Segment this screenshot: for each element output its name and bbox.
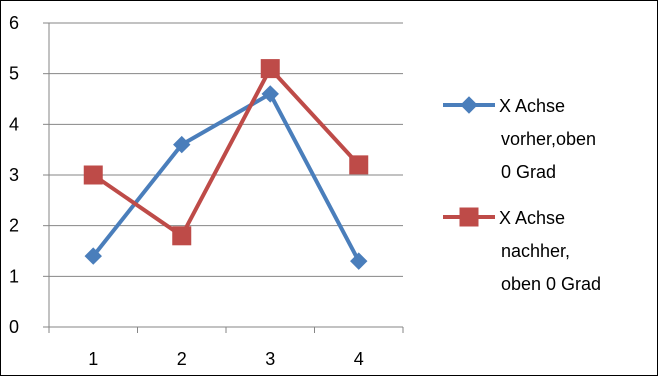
legend-label-2-line-3: oben 0 Grad xyxy=(501,274,601,294)
legend-swatch-marker-2 xyxy=(459,207,479,227)
y-tick-label-4: 4 xyxy=(9,114,19,134)
axes: 0 1 2 3 4 5 6 1 2 3 4 xyxy=(9,13,404,369)
x-tick-label-4: 4 xyxy=(354,349,364,369)
series-1-point-2 xyxy=(173,135,191,154)
series-1-point-1 xyxy=(84,247,102,265)
y-tick-label-1: 1 xyxy=(9,266,19,286)
legend-entry-1: X Achse vorher,oben 0 Grad xyxy=(443,96,596,182)
gridlines xyxy=(49,22,403,277)
series-2-point-4 xyxy=(349,155,369,175)
legend-label-2-line-1: X Achse xyxy=(499,208,565,228)
series-1-point-4 xyxy=(350,252,368,270)
series-area xyxy=(83,59,369,270)
series-1-line xyxy=(91,91,361,263)
y-tick-label-5: 5 xyxy=(9,64,19,84)
legend-label-1: X Achse vorher,oben 0 Grad xyxy=(499,96,596,182)
legend-label-1-line-2: vorher,oben xyxy=(501,129,596,149)
series-2-point-2 xyxy=(172,226,192,246)
y-tick-label-0: 0 xyxy=(9,317,19,337)
x-tick-label-3: 3 xyxy=(265,349,275,369)
legend-swatch-marker-1 xyxy=(460,96,478,114)
legend-label-2: X Achse nachher, oben 0 Grad xyxy=(499,208,601,294)
legend: X Achse vorher,oben 0 Grad X Achse nachher, o… xyxy=(443,96,601,294)
y-tick-label-2: 2 xyxy=(9,216,19,236)
legend-label-1-line-1: X Achse xyxy=(499,96,565,116)
series-1-point-3 xyxy=(261,85,279,103)
y-tick-label-3: 3 xyxy=(9,165,19,185)
series-2-point-1 xyxy=(83,165,103,185)
legend-entry-2: X Achse nachher, oben 0 Grad xyxy=(443,207,601,294)
legend-label-2-line-2: nachher, xyxy=(501,241,570,261)
y-tick-label-6: 6 xyxy=(9,13,19,33)
x-tick-label-2: 2 xyxy=(177,349,187,369)
x-tick-label-1: 1 xyxy=(88,349,98,369)
legend-label-1-line-3: 0 Grad xyxy=(501,162,556,182)
series-2 xyxy=(83,59,369,246)
series-2-point-3 xyxy=(260,59,280,79)
series-1 xyxy=(84,85,368,270)
series-2-line xyxy=(92,66,361,238)
